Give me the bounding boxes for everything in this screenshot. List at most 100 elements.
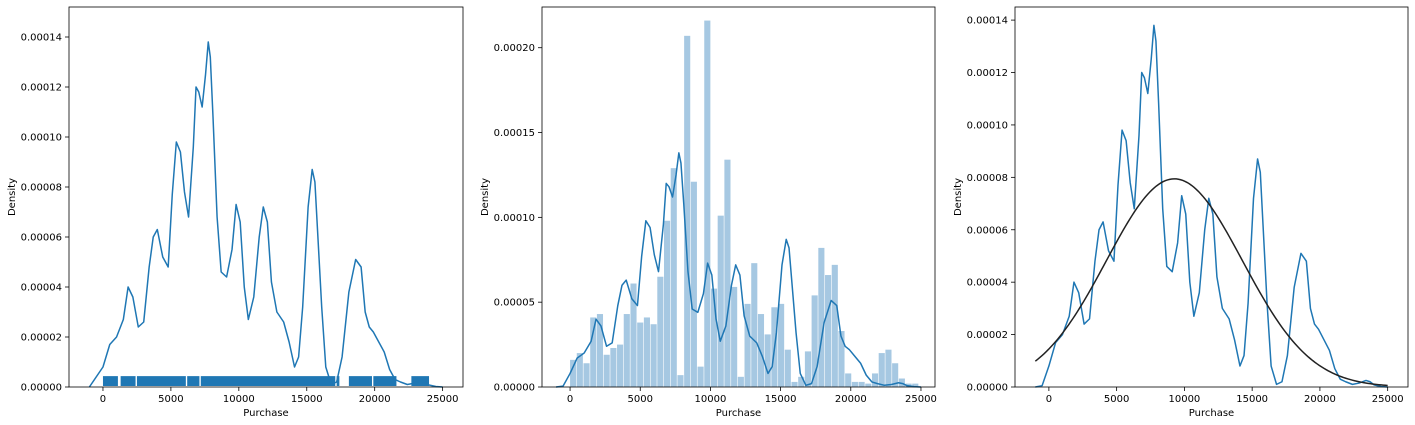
histogram-bar <box>851 381 858 387</box>
histogram-bar <box>684 35 691 388</box>
rug-mark <box>336 376 340 386</box>
y-axis-label: Density <box>7 178 18 216</box>
histogram-bar <box>603 354 610 387</box>
histogram-bar <box>885 349 892 387</box>
histogram-bar <box>784 349 791 387</box>
y-tick-label: 0.00002 <box>21 333 62 344</box>
histogram-plot: 0 5000 10000 15000 20000 25000 0.00000 0.00005 0… <box>480 6 937 419</box>
x-axis-label: Purchase <box>243 408 288 419</box>
histogram-bar <box>865 383 872 387</box>
histogram-bar <box>744 303 751 388</box>
y-tick-label: 0.00002 <box>967 330 1008 341</box>
y-tick-label: 0.00008 <box>967 173 1008 184</box>
histogram-bar <box>892 363 899 387</box>
y-tick-label: 0.00000 <box>967 383 1008 394</box>
histogram-bar <box>610 347 617 387</box>
normal-fit-curve <box>1034 178 1388 387</box>
kde-curve <box>88 41 443 388</box>
histogram-bar <box>623 314 630 387</box>
x-tick-label: 15000 <box>765 394 797 405</box>
y-axis-label: Density <box>480 178 491 216</box>
y-tick-label: 0.00006 <box>967 225 1008 236</box>
histogram-bar <box>791 381 798 387</box>
histogram-bar <box>825 275 832 387</box>
y-axis-label: Density <box>953 178 964 216</box>
x-tick-label: 15000 <box>1236 394 1268 405</box>
histogram-bar <box>764 334 771 387</box>
y-tick-label: 0.00004 <box>967 278 1008 289</box>
histogram-bar <box>871 373 879 387</box>
y-tick-label: 0.00004 <box>21 283 62 294</box>
histogram-bar <box>617 344 624 387</box>
histogram-bar <box>778 303 785 388</box>
x-tick-label: 20000 <box>835 394 867 405</box>
histogram-bar <box>804 351 811 388</box>
y-tick-label: 0.00010 <box>21 133 62 144</box>
rug-mark <box>136 376 186 386</box>
x-tick-label: 25000 <box>427 394 459 405</box>
y-tick-label: 0.00000 <box>21 383 62 394</box>
histogram-bar <box>596 314 604 387</box>
histogram-bar <box>690 181 697 387</box>
rug-mark <box>102 376 118 386</box>
histogram-bar <box>831 264 838 387</box>
rug-mark <box>200 376 336 386</box>
y-tick-label: 0.00006 <box>21 233 62 244</box>
histogram-bar <box>637 322 644 387</box>
histogram-bar <box>710 288 718 387</box>
y-tick-label: 0.00012 <box>21 83 62 94</box>
histogram-bar <box>670 168 677 387</box>
x-tick-label: 0 <box>1046 394 1052 405</box>
normal-fit-plot: 0 5000 10000 15000 20000 25000 0.00000 0.00002 0… <box>953 6 1409 419</box>
rug-mark <box>348 376 372 386</box>
histogram-bar <box>677 375 684 388</box>
x-tick-label: 20000 <box>1304 394 1336 405</box>
x-axis-label: Purchase <box>716 408 761 419</box>
histogram-bar <box>811 295 818 387</box>
x-tick-label: 10000 <box>695 394 727 405</box>
y-tick-label: 0.00008 <box>21 183 62 194</box>
rug-mark <box>373 376 397 386</box>
y-tick-label: 0.00000 <box>494 383 535 394</box>
rug-mark <box>120 376 136 386</box>
y-tick-label: 0.00010 <box>494 213 535 224</box>
rug-mark <box>187 376 200 386</box>
histogram-bar <box>912 383 919 387</box>
axes-frame <box>541 6 936 388</box>
histogram-bar <box>838 331 845 387</box>
histogram-bar <box>751 263 758 387</box>
histogram-bar <box>737 376 744 387</box>
histogram-bar <box>818 247 825 387</box>
axes-frame <box>1014 6 1409 388</box>
histogram-bar <box>798 376 805 387</box>
histogram-bar <box>724 159 731 387</box>
histogram-bar <box>717 215 724 387</box>
histogram-bar <box>583 363 590 387</box>
histogram-bar <box>630 283 637 387</box>
x-tick-label: 5000 <box>628 394 653 405</box>
x-tick-label: 25000 <box>905 394 937 405</box>
axes-frame <box>68 6 464 388</box>
x-tick-label: 0 <box>100 394 106 405</box>
histogram-bar <box>757 314 765 387</box>
histogram-bar <box>576 353 583 387</box>
histogram-bar <box>697 366 704 387</box>
kde-rug-plot: 0 5000 10000 15000 20000 25000 0.00000 0.00002 0… <box>7 6 464 419</box>
y-tick-label: 0.00020 <box>494 43 535 54</box>
x-tick-label: 5000 <box>158 394 183 405</box>
x-tick-label: 5000 <box>1104 394 1129 405</box>
kde-curve <box>1035 24 1388 388</box>
histogram-bar <box>704 20 711 387</box>
histogram-bar <box>731 286 738 387</box>
x-tick-label: 25000 <box>1372 394 1404 405</box>
y-tick-label: 0.00014 <box>21 33 62 44</box>
histogram-bar <box>590 317 597 387</box>
histogram-bar <box>664 220 671 387</box>
histogram-bar <box>650 324 657 387</box>
histogram-bar <box>657 276 664 387</box>
x-tick-label: 20000 <box>359 394 391 405</box>
histogram-bar <box>570 359 577 387</box>
x-tick-label: 10000 <box>1168 394 1200 405</box>
x-axis-label: Purchase <box>1189 408 1234 419</box>
